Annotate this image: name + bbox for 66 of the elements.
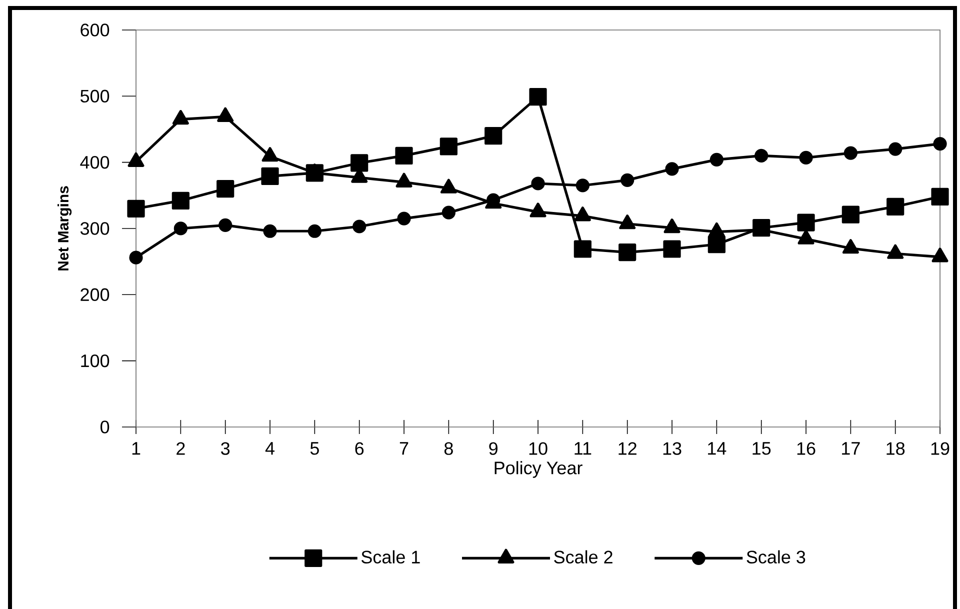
point bbox=[216, 180, 234, 198]
point bbox=[620, 173, 634, 187]
x-tick-label: 14 bbox=[708, 442, 726, 455]
x-tick-label: 12 bbox=[618, 442, 636, 455]
point bbox=[484, 127, 502, 145]
legend-label: Scale 3 bbox=[746, 550, 806, 564]
point bbox=[710, 152, 724, 166]
x-tick-label: 9 bbox=[489, 442, 498, 455]
legend-label: Scale 2 bbox=[554, 550, 612, 564]
point bbox=[797, 214, 815, 232]
point bbox=[888, 142, 902, 156]
point bbox=[442, 206, 456, 220]
y-tick-label: 0 bbox=[100, 420, 110, 434]
point bbox=[754, 148, 768, 163]
point bbox=[395, 146, 413, 165]
point bbox=[933, 136, 947, 151]
point bbox=[931, 188, 949, 206]
point bbox=[576, 178, 590, 192]
x-tick-label: 15 bbox=[752, 442, 771, 455]
x-tick-label: 11 bbox=[574, 442, 592, 455]
y-tick-label: 500 bbox=[80, 90, 110, 103]
y-tick-label: 400 bbox=[80, 156, 110, 169]
y-tick-label: 300 bbox=[80, 222, 110, 235]
x-tick-label: 16 bbox=[797, 442, 816, 455]
point bbox=[529, 88, 547, 106]
legend-label: Scale 1 bbox=[361, 550, 420, 564]
point bbox=[618, 244, 636, 262]
x-tick-label: 7 bbox=[400, 442, 408, 455]
point bbox=[886, 198, 904, 216]
y-tick-label: 600 bbox=[80, 24, 110, 36]
x-tick-label: 1 bbox=[132, 442, 140, 455]
point bbox=[261, 167, 279, 186]
x-tick-label: 17 bbox=[842, 442, 860, 455]
point bbox=[665, 162, 679, 176]
point bbox=[799, 150, 813, 164]
x-tick-label: 3 bbox=[221, 442, 230, 455]
point bbox=[129, 250, 143, 264]
y-tick-label: 200 bbox=[80, 288, 110, 302]
x-tick-label: 13 bbox=[663, 442, 682, 455]
point bbox=[663, 240, 681, 258]
point bbox=[842, 206, 860, 224]
x-tick-label: 5 bbox=[310, 442, 319, 455]
point bbox=[352, 220, 366, 234]
point bbox=[531, 176, 545, 190]
point bbox=[440, 138, 458, 156]
point bbox=[127, 200, 145, 218]
y-tick-label: 100 bbox=[81, 354, 110, 368]
point bbox=[172, 192, 190, 210]
point bbox=[844, 146, 858, 160]
point bbox=[708, 236, 726, 254]
x-tick-label: 2 bbox=[176, 442, 185, 455]
point bbox=[574, 240, 592, 258]
y-axis-title: Net Margins bbox=[58, 186, 72, 270]
x-axis-title: Policy Year bbox=[494, 461, 582, 478]
point bbox=[308, 224, 322, 238]
point bbox=[174, 222, 188, 236]
point bbox=[350, 154, 368, 172]
point bbox=[263, 224, 277, 238]
x-tick-label: 18 bbox=[886, 442, 905, 455]
point bbox=[397, 212, 411, 226]
x-tick-label: 4 bbox=[265, 442, 274, 455]
x-tick-label: 19 bbox=[931, 442, 950, 455]
x-tick-label: 10 bbox=[529, 442, 548, 455]
x-tick-label: 8 bbox=[444, 442, 453, 455]
x-tick-label: 6 bbox=[355, 442, 364, 455]
point bbox=[218, 218, 232, 232]
